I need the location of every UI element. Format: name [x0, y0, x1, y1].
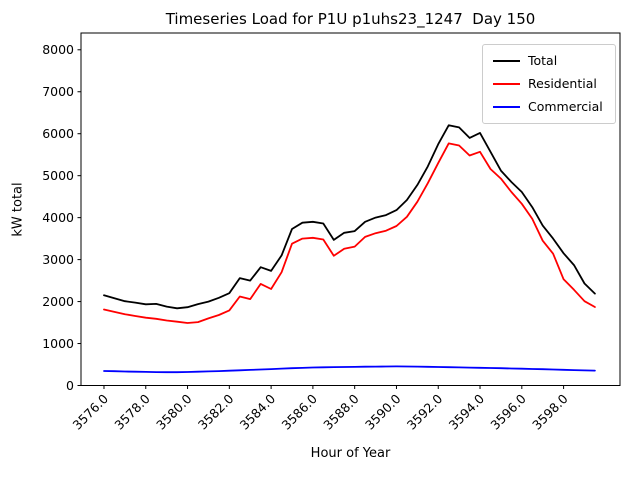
- y-tick-label: 1000: [42, 336, 74, 351]
- legend-entry-commercial: Commercial: [493, 99, 605, 115]
- series-line-total: [103, 124, 596, 310]
- legend-entry-total: Total: [493, 53, 605, 69]
- axes-frame: [80, 32, 621, 386]
- legend-label: Residential: [528, 76, 597, 91]
- y-tick-label: 5000: [42, 168, 74, 183]
- x-tick-label: 3592.0: [404, 391, 446, 433]
- y-tick-label: 0: [66, 378, 74, 393]
- x-tick-label: 3584.0: [237, 391, 279, 433]
- series-line-residential: [103, 142, 596, 324]
- legend-entry-residential: Residential: [493, 76, 605, 92]
- y-tick-label: 7000: [42, 84, 74, 99]
- x-tick-label: 3588.0: [320, 391, 362, 433]
- x-tick-label: 3586.0: [278, 391, 320, 433]
- x-tick-label: 3580.0: [153, 391, 195, 433]
- x-tick-label: 3578.0: [111, 391, 153, 433]
- legend-label: Commercial: [528, 99, 603, 114]
- x-tick-label: 3582.0: [195, 391, 237, 433]
- legend-label: Total: [528, 53, 558, 68]
- y-tick-label: 8000: [42, 42, 74, 57]
- series-line-commercial: [103, 365, 596, 374]
- chart-title: Timeseries Load for P1U p1uhs23_1247 Day…: [165, 10, 536, 28]
- y-tick-label: 3000: [42, 252, 74, 267]
- y-tick-label: 6000: [42, 126, 74, 141]
- x-tick-label: 3598.0: [529, 391, 571, 433]
- x-tick-label: 3596.0: [487, 391, 529, 433]
- y-tick-label: 4000: [42, 210, 74, 225]
- x-tick-label: 3576.0: [70, 391, 112, 433]
- legend-line-swatch: [493, 83, 520, 85]
- legend-line-swatch: [493, 60, 520, 62]
- x-axis-label: Hour of Year: [310, 446, 391, 461]
- x-tick-label: 3594.0: [446, 391, 488, 433]
- y-tick-label: 2000: [42, 294, 74, 309]
- x-tick-label: 3590.0: [362, 391, 404, 433]
- legend-line-swatch: [493, 106, 520, 108]
- legend: Total Residential Commercial: [482, 44, 616, 124]
